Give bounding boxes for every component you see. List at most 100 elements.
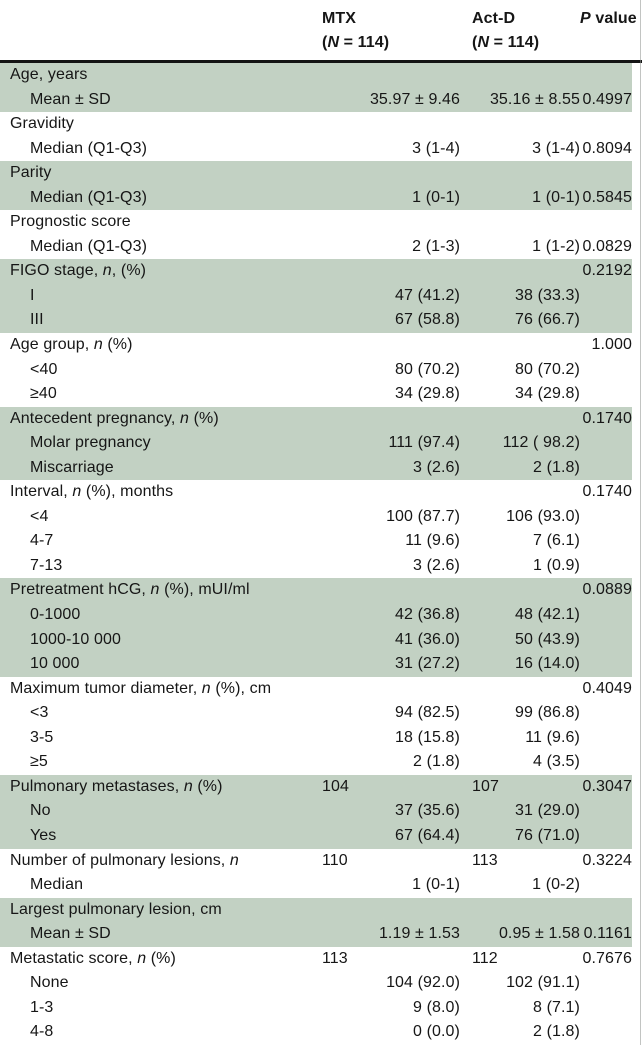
table-group: Pulmonary metastases, n (%) 104 107 0.3047 N…	[0, 774, 632, 849]
p-value: 0.4049	[582, 679, 632, 697]
p-value	[580, 358, 632, 383]
actd-value: 76 (66.7)	[515, 311, 580, 329]
row-label: 0-1000	[30, 606, 81, 624]
mtx-value	[310, 578, 460, 603]
actd-value	[460, 210, 580, 235]
p-value	[580, 456, 632, 481]
row-label: Metastatic score, n (%)	[10, 949, 176, 967]
actd-value	[460, 333, 580, 358]
p-value	[580, 431, 632, 456]
p-value	[580, 382, 632, 407]
actd-value: 106 (93.0)	[506, 507, 580, 525]
actd-value	[460, 578, 580, 603]
p-value: 0.7676	[582, 949, 632, 967]
mtx-value: 31 (27.2)	[395, 655, 460, 673]
mtx-value: 111 (97.4)	[388, 434, 460, 452]
table-row: None 104 (92.0) 102 (91.1)	[0, 971, 632, 996]
p-value: 0.4997	[582, 90, 632, 108]
table-row: Interval, n (%), months 0.1740	[0, 480, 632, 505]
mtx-value: 2 (1-3)	[412, 237, 460, 255]
row-label: Median (Q1-Q3)	[30, 237, 147, 255]
actd-value: 16 (14.0)	[515, 655, 580, 673]
table-group: Prognostic score Median (Q1-Q3) 2 (1-3) 1 (…	[0, 210, 632, 259]
table-row: Antecedent pregnancy, n (%) 0.1740	[0, 407, 632, 432]
p-value: 0.1740	[582, 409, 632, 427]
table-row: <40 80 (70.2) 80 (70.2)	[0, 358, 632, 383]
row-label: Maximum tumor diameter, n (%), cm	[10, 679, 272, 697]
table-row: I 47 (41.2) 38 (33.3)	[0, 284, 632, 309]
row-label: <3	[30, 704, 49, 722]
page-scan-edge-line	[640, 0, 641, 1045]
actd-value: 35.16 ± 8.55	[489, 90, 580, 108]
table-row: 7-13 3 (2.6) 1 (0.9)	[0, 554, 632, 579]
table-row: Metastatic score, n (%) 113 112 0.7676	[0, 947, 632, 972]
table-group: Age, years Mean ± SD 35.97 ± 9.46 35.16 ± 8…	[0, 63, 632, 113]
row-label: Antecedent pregnancy, n (%)	[10, 409, 219, 427]
table-row: FIGO stage, n, (%) 0.2192	[0, 259, 632, 284]
mtx-value	[310, 161, 460, 186]
row-label: 4-7	[30, 532, 54, 550]
table-row: III 67 (58.8) 76 (66.7)	[0, 308, 632, 333]
mtx-value: 94 (82.5)	[395, 704, 460, 722]
row-label: 10 000	[30, 655, 80, 673]
actd-value: 11 (9.6)	[525, 728, 580, 746]
mtx-value	[310, 898, 460, 923]
table-row: Gravidity	[0, 112, 632, 137]
table-row: Number of pulmonary lesions, n 110 113 0.32…	[0, 849, 632, 874]
row-label: Median	[30, 876, 84, 894]
row-label: Yes	[30, 826, 57, 844]
row-label: Age group, n (%)	[10, 336, 133, 354]
p-value: 0.2192	[582, 262, 632, 280]
row-label: Pulmonary metastases, n (%)	[10, 777, 223, 795]
row-label: 4-8	[30, 1023, 54, 1041]
p-value: 0.0889	[582, 581, 632, 599]
actd-value: 4 (3.5)	[533, 753, 580, 771]
table-row: Median (Q1-Q3) 3 (1-4) 3 (1-4) 0.8094	[0, 137, 632, 162]
mtx-value: 9 (8.0)	[413, 998, 460, 1016]
actd-value	[460, 259, 580, 284]
actd-value: 50 (43.9)	[515, 630, 580, 648]
mtx-value	[310, 407, 460, 432]
table-row: Mean ± SD 1.19 ± 1.53 0.95 ± 1.58 0.1161	[0, 922, 632, 947]
actd-value	[460, 63, 580, 88]
p-value	[580, 726, 632, 751]
table-row: Molar pregnancy 111 (97.4) 112 ( 98.2)	[0, 431, 632, 456]
p-value	[580, 971, 632, 996]
mtx-value: 67 (64.4)	[395, 826, 460, 844]
header-actd-name: Act-D	[472, 10, 516, 27]
p-value	[580, 529, 632, 554]
mtx-value: 67 (58.8)	[395, 311, 460, 329]
mtx-value: 3 (2.6)	[413, 556, 460, 574]
mtx-value: 1.19 ± 1.53	[378, 925, 460, 943]
table-row: ≥5 2 (1.8) 4 (3.5)	[0, 750, 632, 775]
p-value	[580, 824, 632, 849]
row-label: Prognostic score	[10, 213, 131, 231]
table-row: Pulmonary metastases, n (%) 104 107 0.3047	[0, 775, 632, 800]
table-group: Metastatic score, n (%) 113 112 0.7676 None 1…	[0, 947, 632, 1045]
p-value: 0.0829	[582, 237, 632, 255]
p-value: 0.1740	[582, 483, 632, 501]
mtx-value: 2 (1.8)	[413, 753, 460, 771]
table-row: <4 100 (87.7) 106 (93.0)	[0, 505, 632, 530]
mtx-value	[310, 210, 460, 235]
actd-value	[460, 161, 580, 186]
mtx-value	[310, 677, 460, 702]
table-row: 1-3 9 (8.0) 8 (7.1)	[0, 996, 632, 1021]
header-mtx-n: (N = 114)	[322, 34, 390, 51]
row-label: None	[30, 974, 69, 992]
row-label: Interval, n (%), months	[10, 483, 174, 501]
mtx-value: 18 (15.8)	[395, 728, 460, 746]
mtx-value	[310, 63, 460, 88]
p-value: 0.5845	[582, 188, 632, 206]
row-label: Pretreatment hCG, n (%), mUI/ml	[10, 581, 250, 599]
actd-value: 112 ( 98.2)	[502, 434, 580, 452]
actd-value: 38 (33.3)	[515, 286, 580, 304]
mtx-value: 35.97 ± 9.46	[369, 90, 460, 108]
table-row: Age, years	[0, 63, 632, 88]
actd-value: 2 (1.8)	[533, 1023, 580, 1041]
row-label: <40	[30, 360, 58, 378]
actd-value: 34 (29.8)	[515, 385, 580, 403]
p-value: 0.3047	[582, 777, 632, 795]
header-mtx-column: MTX (N = 114)	[310, 7, 460, 55]
